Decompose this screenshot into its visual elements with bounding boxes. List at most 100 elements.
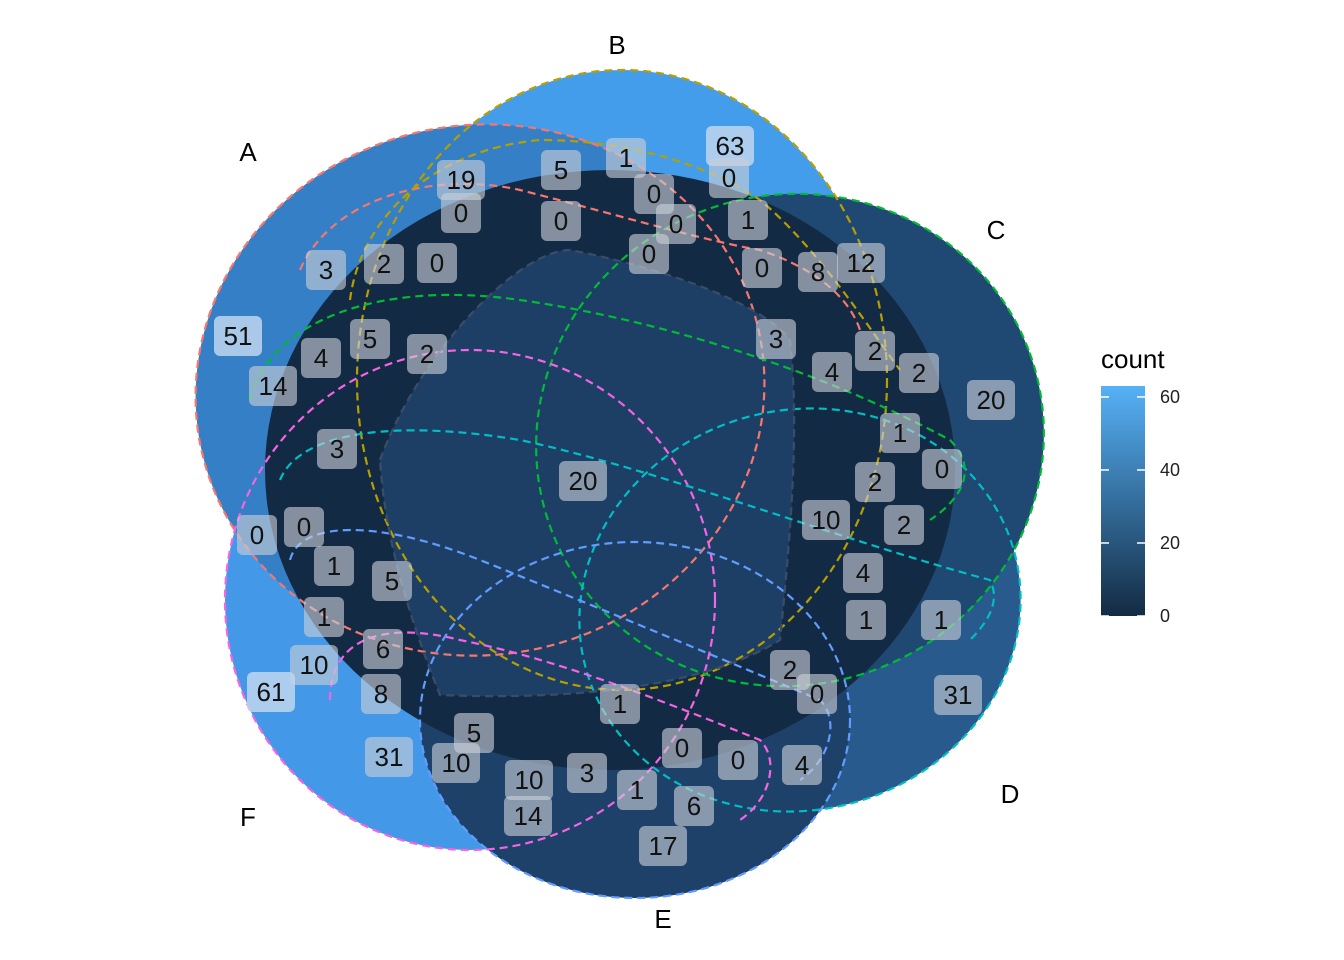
count-label: 4 [314, 343, 328, 373]
count-label-box [504, 796, 552, 836]
count-label-box [437, 160, 485, 200]
count-label-box [304, 597, 344, 637]
count-label-box [314, 546, 354, 586]
count-label: 2 [868, 467, 882, 497]
count-label: 17 [649, 831, 678, 861]
count-label-box [718, 740, 758, 780]
count-label: 31 [944, 680, 973, 710]
count-label-box [441, 193, 481, 233]
count-label: 4 [825, 357, 839, 387]
count-label-box [656, 204, 696, 244]
count-label-box [922, 449, 962, 489]
count-label-box [249, 366, 297, 406]
count-label-box [365, 737, 413, 777]
count-label-box [559, 461, 607, 501]
count-label: 5 [554, 155, 568, 185]
count-label-box [541, 150, 581, 190]
count-label: 0 [554, 206, 568, 236]
count-label-box [967, 380, 1015, 420]
count-label-box [417, 243, 457, 283]
count-label: 0 [297, 512, 311, 542]
count-label: 10 [515, 765, 544, 795]
count-label: 2 [868, 336, 882, 366]
count-label: 2 [377, 249, 391, 279]
count-label: 1 [741, 205, 755, 235]
count-label-box [363, 629, 403, 669]
count-label: 31 [375, 742, 404, 772]
count-label-box [797, 674, 837, 714]
petal-e-inner [288, 528, 832, 781]
count-label: 10 [442, 748, 471, 778]
count-label: 0 [454, 198, 468, 228]
count-label: 0 [722, 163, 736, 193]
count-label: 0 [669, 209, 683, 239]
count-label-box [361, 674, 401, 714]
set-label-b: B [608, 30, 625, 60]
count-label-box [802, 500, 850, 540]
set-name-labels: A B C D E F [239, 30, 1019, 934]
count-label-box [855, 331, 895, 371]
count-label: 14 [259, 371, 288, 401]
count-label: 51 [224, 321, 253, 351]
legend-title: count [1101, 344, 1165, 374]
count-label: 1 [859, 605, 873, 635]
count-label-box [237, 515, 277, 555]
count-label: 2 [912, 358, 926, 388]
set-label-a: A [239, 137, 257, 167]
count-label-box [606, 138, 646, 178]
count-label-box [846, 600, 886, 640]
set-d-outline [578, 407, 1022, 813]
count-label-box [629, 234, 669, 274]
count-label-box [350, 319, 390, 359]
count-label: 2 [420, 339, 434, 369]
count-label: 1 [893, 418, 907, 448]
legend: count 0 20 40 60 [1101, 344, 1180, 626]
set-label-e: E [654, 904, 671, 934]
count-label-box [372, 561, 412, 601]
count-label: 10 [812, 505, 841, 535]
legend-ticks: 0 20 40 60 [1101, 387, 1180, 626]
count-label-box [432, 743, 480, 783]
count-label-box [921, 600, 961, 640]
set-label-c: C [987, 215, 1006, 245]
count-label-box [301, 338, 341, 378]
count-label: 5 [363, 324, 377, 354]
count-label-box [567, 753, 607, 793]
legend-tick-label: 0 [1160, 606, 1170, 626]
count-label-box [407, 334, 447, 374]
count-label: 14 [514, 801, 543, 831]
count-label: 0 [810, 679, 824, 709]
count-label: 1 [613, 689, 627, 719]
count-label-box [284, 507, 324, 547]
count-label-box [798, 252, 838, 292]
count-label-box [306, 250, 346, 290]
count-label: 0 [675, 733, 689, 763]
count-label-box [884, 505, 924, 545]
count-label: 2 [897, 510, 911, 540]
count-label: 1 [630, 775, 644, 805]
count-label: 8 [374, 679, 388, 709]
count-label-box [709, 158, 749, 198]
count-label: 10 [300, 650, 329, 680]
count-label: 1 [317, 602, 331, 632]
count-label: 2 [783, 655, 797, 685]
count-label: 3 [319, 255, 333, 285]
set-e-outline [418, 540, 852, 900]
count-label-box [934, 675, 982, 715]
count-label-box [674, 786, 714, 826]
count-label: 6 [376, 634, 390, 664]
set-f-outline [223, 348, 717, 852]
count-label-box [639, 826, 687, 866]
count-label-box [843, 553, 883, 593]
count-label-box [214, 316, 262, 356]
petal-c-inner [248, 293, 966, 521]
legend-tick-label: 20 [1160, 533, 1180, 553]
count-label: 3 [330, 434, 344, 464]
count-label: 0 [755, 253, 769, 283]
count-label-box [617, 770, 657, 810]
count-label: 0 [731, 745, 745, 775]
count-label-box [782, 745, 822, 785]
count-label: 19 [447, 165, 476, 195]
